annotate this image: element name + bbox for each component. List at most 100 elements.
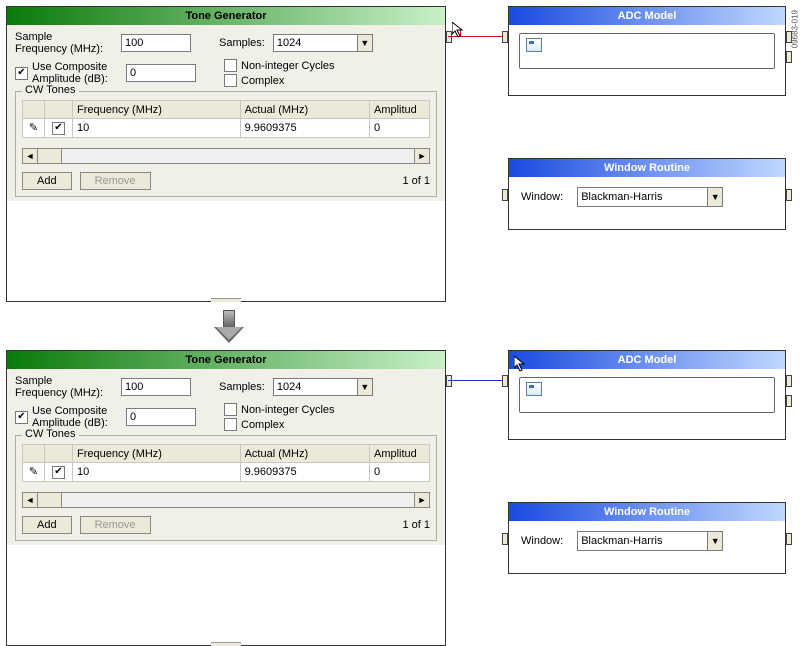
row-amp[interactable]: 0 xyxy=(370,119,430,138)
use-composite-checkbox[interactable]: ✔ xyxy=(15,67,28,80)
edit-icon[interactable]: ✎ xyxy=(23,119,45,138)
table-row[interactable]: ✎ ✔ 10 9.9609375 0 xyxy=(23,463,430,482)
samples-label: Samples: xyxy=(219,37,265,49)
dropdown-icon[interactable]: ▼ xyxy=(707,187,723,207)
table-row[interactable]: ✎ ✔ 10 9.9609375 0 xyxy=(23,119,430,138)
hscrollbar[interactable]: ◄ ► xyxy=(22,148,430,164)
cw-tones-label: CW Tones xyxy=(22,428,79,440)
scroll-right-icon[interactable]: ► xyxy=(414,492,430,508)
composite-amp-input[interactable] xyxy=(126,64,196,82)
adc-out-port2[interactable] xyxy=(786,51,792,63)
window-routine-title: Window Routine xyxy=(509,159,785,177)
window-label: Window: xyxy=(521,191,563,203)
row-actual: 9.9609375 xyxy=(240,119,369,138)
samples-select[interactable] xyxy=(273,34,357,52)
non-integer-checkbox[interactable] xyxy=(224,403,237,416)
resize-handle[interactable] xyxy=(211,298,241,302)
wr-out-port[interactable] xyxy=(786,533,792,545)
window-select[interactable] xyxy=(577,531,707,551)
wr-in-port[interactable] xyxy=(502,189,508,201)
row-checkbox[interactable]: ✔ xyxy=(52,122,65,135)
use-composite-checkbox[interactable]: ✔ xyxy=(15,411,28,424)
complex-label: Complex xyxy=(241,75,284,87)
window-label: Window: xyxy=(521,535,563,547)
row-freq[interactable]: 10 xyxy=(73,119,241,138)
tg-output-port[interactable] xyxy=(446,375,452,387)
dropdown-icon[interactable]: ▼ xyxy=(357,34,373,52)
col-frequency[interactable]: Frequency (MHz) xyxy=(73,101,241,119)
col-actual[interactable]: Actual (MHz) xyxy=(240,445,369,463)
col-amplitude[interactable]: Amplitud xyxy=(370,445,430,463)
dropdown-icon[interactable]: ▼ xyxy=(357,378,373,396)
adc-out-port[interactable] xyxy=(786,375,792,387)
samples-select[interactable] xyxy=(273,378,357,396)
adc-in-port[interactable] xyxy=(502,375,508,387)
scroll-right-icon[interactable]: ► xyxy=(414,148,430,164)
add-button[interactable]: Add xyxy=(22,172,72,190)
non-integer-checkbox[interactable] xyxy=(224,59,237,72)
sample-freq-input[interactable] xyxy=(121,34,191,52)
down-arrow-icon xyxy=(214,310,244,344)
col-frequency[interactable]: Frequency (MHz) xyxy=(73,445,241,463)
window-icon xyxy=(526,382,542,396)
adc-title: ADC Model xyxy=(509,351,785,369)
col-blank2 xyxy=(45,101,73,119)
edit-icon[interactable]: ✎ xyxy=(23,463,45,482)
remove-button[interactable]: Remove xyxy=(80,172,151,190)
non-integer-label: Non-integer Cycles xyxy=(241,404,335,416)
adc-content-area[interactable] xyxy=(519,33,775,69)
hscrollbar[interactable]: ◄ ► xyxy=(22,492,430,508)
sample-freq-input[interactable] xyxy=(121,378,191,396)
adc-panel: ADC Model xyxy=(508,6,786,96)
wire-tg-adc-top-v xyxy=(460,30,461,36)
composite-amp-input[interactable] xyxy=(126,408,196,426)
col-blank2 xyxy=(45,445,73,463)
window-select[interactable] xyxy=(577,187,707,207)
tone-generator-title: Tone Generator xyxy=(7,7,445,25)
row-actual: 9.9609375 xyxy=(240,463,369,482)
tone-generator-panel: Tone Generator Sample Frequency (MHz): S… xyxy=(6,350,446,646)
scroll-track[interactable] xyxy=(38,492,414,508)
col-amplitude[interactable]: Amplitud xyxy=(370,101,430,119)
complex-checkbox[interactable] xyxy=(224,418,237,431)
non-integer-label: Non-integer Cycles xyxy=(241,60,335,72)
add-button[interactable]: Add xyxy=(22,516,72,534)
adc-content-area[interactable] xyxy=(519,377,775,413)
adc-title: ADC Model xyxy=(509,7,785,25)
cw-tones-label: CW Tones xyxy=(22,84,79,96)
window-routine-panel: Window Routine Window: ▼ xyxy=(508,158,786,230)
use-composite-label: Use Composite Amplitude (dB): xyxy=(32,405,126,429)
tone-generator-panel: Tone Generator Sample Frequency (MHz): S… xyxy=(6,6,446,302)
adc-out-port2[interactable] xyxy=(786,395,792,407)
pager: 1 of 1 xyxy=(402,519,430,531)
complex-checkbox[interactable] xyxy=(224,74,237,87)
col-blank1 xyxy=(23,101,45,119)
wr-in-port[interactable] xyxy=(502,533,508,545)
col-actual[interactable]: Actual (MHz) xyxy=(240,101,369,119)
wr-out-port[interactable] xyxy=(786,189,792,201)
row-amp[interactable]: 0 xyxy=(370,463,430,482)
cursor-icon xyxy=(452,22,468,38)
tg-output-port[interactable] xyxy=(446,31,452,43)
scroll-left-icon[interactable]: ◄ xyxy=(22,148,38,164)
window-routine-title: Window Routine xyxy=(509,503,785,521)
row-freq[interactable]: 10 xyxy=(73,463,241,482)
scroll-track[interactable] xyxy=(38,148,414,164)
adc-panel: ADC Model xyxy=(508,350,786,440)
wire-tg-adc-bottom xyxy=(448,380,508,381)
samples-label: Samples: xyxy=(219,381,265,393)
dropdown-icon[interactable]: ▼ xyxy=(707,531,723,551)
window-icon xyxy=(526,38,542,52)
complex-label: Complex xyxy=(241,419,284,431)
window-routine-panel: Window Routine Window: ▼ xyxy=(508,502,786,574)
adc-in-port[interactable] xyxy=(502,31,508,43)
sample-freq-label: Sample Frequency (MHz): xyxy=(15,31,121,55)
cw-tones-group: CW Tones Frequency (MHz) Actual (MHz) Am… xyxy=(15,435,437,541)
col-blank1 xyxy=(23,445,45,463)
cw-tones-table: Frequency (MHz) Actual (MHz) Amplitud ✎ … xyxy=(22,444,430,482)
remove-button[interactable]: Remove xyxy=(80,516,151,534)
row-checkbox[interactable]: ✔ xyxy=(52,466,65,479)
scroll-left-icon[interactable]: ◄ xyxy=(22,492,38,508)
sample-freq-label: Sample Frequency (MHz): xyxy=(15,375,121,399)
cw-tones-table: Frequency (MHz) Actual (MHz) Amplitud ✎ … xyxy=(22,100,430,138)
